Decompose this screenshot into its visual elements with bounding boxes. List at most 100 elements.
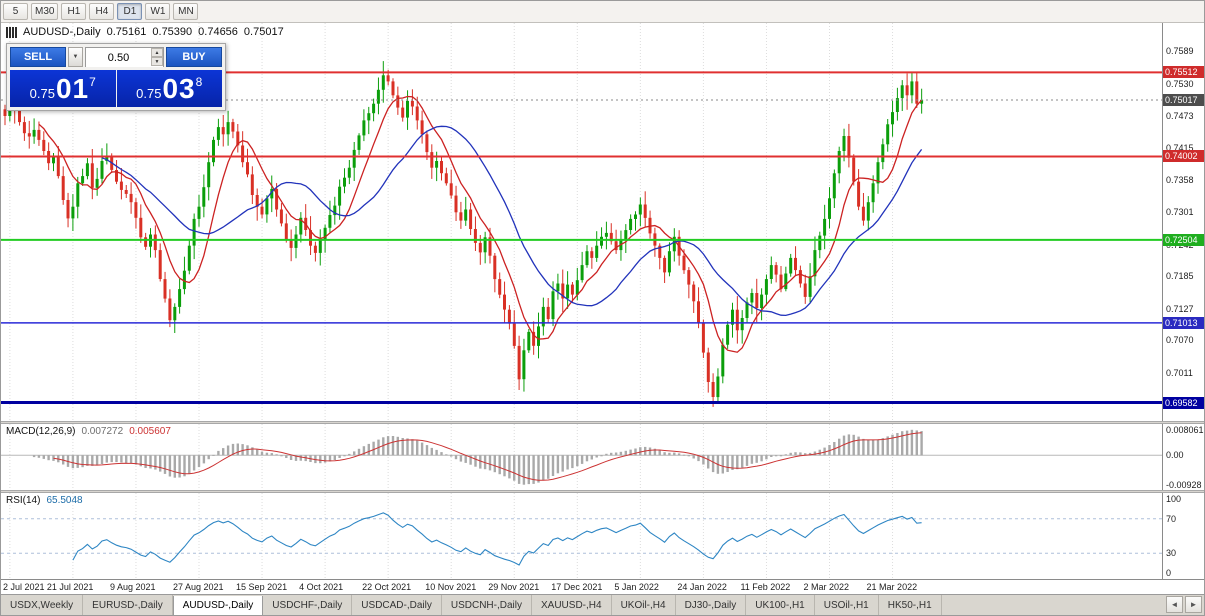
chart-tab-XAUUSD[interactable]: XAUUSD-,H4 — [532, 595, 612, 615]
date-label: 27 Aug 2021 — [173, 582, 224, 592]
timeframe-button-H1[interactable]: H1 — [61, 3, 87, 20]
date-label: 29 Nov 2021 — [488, 582, 540, 592]
chart-tab-EURUSD[interactable]: EURUSD-,Daily — [83, 595, 173, 615]
chart-icon — [6, 26, 17, 38]
timeframe-toolbar: 5 M30 H1 H4 D1 W1 MN — [1, 1, 1204, 23]
timeframe-button-D1[interactable]: D1 — [117, 3, 143, 20]
price-chart-svg[interactable] — [1, 23, 1162, 421]
date-label: 2 Mar 2022 — [803, 582, 850, 592]
buy-button[interactable]: BUY — [166, 47, 222, 67]
macd-axis: 0.008061 0.00 -0.00928 — [1162, 424, 1204, 490]
sell-button[interactable]: SELL — [10, 47, 66, 67]
price-line-badge: 0.74002 — [1163, 150, 1204, 163]
rsi-axis: 100 70 30 0 — [1162, 493, 1204, 579]
price-tick: 0.7011 — [1166, 368, 1193, 379]
sell-price-pipette: 7 — [89, 75, 96, 89]
timeframe-button-H4[interactable]: H4 — [89, 3, 115, 20]
price-tick: 0.7127 — [1166, 303, 1194, 314]
chart-tab-USDCAD[interactable]: USDCAD-,Daily — [352, 595, 442, 615]
ohlc-low: 0.74656 — [198, 26, 238, 38]
price-line-badge: 0.69582 — [1163, 396, 1204, 409]
macd-tick: 0.00 — [1166, 450, 1184, 461]
timeframe-button-5[interactable]: 5 — [3, 3, 28, 20]
chart-tab-HK50[interactable]: HK50-,H1 — [879, 595, 942, 615]
date-label: 9 Aug 2021 — [109, 582, 156, 592]
date-label: 2 Jul 2021 — [3, 582, 45, 592]
rsi-tick: 0 — [1166, 568, 1172, 578]
date-label: 22 Oct 2021 — [362, 582, 412, 592]
buy-price-display[interactable]: 0.75 03 8 — [116, 70, 222, 107]
buy-price-prefix: 0.75 — [136, 85, 162, 101]
chart-tab-USOil[interactable]: USOil-,H1 — [815, 595, 879, 615]
price-tick: 0.7473 — [1166, 110, 1194, 121]
ohlc-open: 0.75161 — [106, 26, 147, 38]
rsi-name: RSI(14) — [6, 495, 41, 506]
buy-price-pipette: 8 — [195, 75, 203, 89]
sell-price-big-digits: 01 — [55, 72, 90, 104]
ohlc-close: 0.75017 — [243, 26, 284, 38]
one-click-trading-panel: SELL ▼ ▲ ▼ BUY 0.75 01 7 — [6, 43, 226, 111]
chart-tab-AUDUSD[interactable]: AUDUSD-,Daily — [172, 596, 264, 615]
date-label: 10 Nov 2021 — [425, 582, 477, 592]
timeframe-button-W1[interactable]: W1 — [145, 3, 171, 20]
rsi-label: RSI(14) 65.5048 — [6, 495, 83, 506]
price-tick: 0.7358 — [1166, 174, 1194, 185]
macd-main-value: 0.007272 — [81, 426, 124, 437]
price-line-badge: 0.75512 — [1163, 66, 1204, 79]
pane-splitter[interactable] — [1, 421, 1204, 424]
price-tick: 0.7185 — [1166, 271, 1194, 282]
buy-price-big-digits: 03 — [162, 72, 196, 104]
volume-increase-button[interactable]: ▲ — [151, 48, 163, 57]
sell-price-display[interactable]: 0.75 01 7 — [10, 70, 116, 107]
macd-tick: 0.008061 — [1166, 425, 1204, 435]
chart-tab-UKOil[interactable]: UKOil-,H4 — [612, 595, 676, 615]
chart-tabs-bar: USDX,Weekly EURUSD-,Daily AUDUSD-,Daily USD… — [1, 594, 1204, 615]
chart-tab-UK100[interactable]: UK100-,H1 — [746, 595, 815, 615]
volume-field-wrap: ▲ ▼ — [85, 47, 164, 67]
sell-price-prefix: 0.75 — [29, 85, 55, 101]
rsi-tick: 70 — [1166, 513, 1177, 524]
macd-chart-svg[interactable] — [1, 424, 1162, 490]
timeframe-button-MN[interactable]: MN — [173, 3, 199, 20]
chart-tab-USDCNH[interactable]: USDCNH-,Daily — [442, 595, 532, 615]
rsi-tick: 100 — [1166, 494, 1182, 504]
price-tick: 0.7530 — [1166, 79, 1194, 90]
chart-tab-USDCHF[interactable]: USDCHF-,Daily — [263, 595, 353, 615]
timeframe-button-M30[interactable]: M30 — [31, 3, 59, 20]
date-label: 21 Jul 2021 — [46, 582, 94, 592]
pane-splitter[interactable] — [1, 490, 1204, 493]
price-line-badge: 0.75017 — [1163, 93, 1204, 106]
order-type-dropdown[interactable]: ▼ — [68, 47, 83, 67]
macd-name: MACD(12,26,9) — [6, 426, 76, 437]
chevron-down-icon: ▼ — [72, 54, 79, 60]
chart-tab-USDX[interactable]: USDX,Weekly — [1, 595, 84, 615]
rsi-indicator-pane[interactable]: 100 70 30 0 RSI(14) 65.5048 — [1, 493, 1204, 579]
time-axis[interactable]: 2 Jul 2021 21 Jul 2021 9 Aug 2021 27 Aug 20… — [1, 579, 1204, 594]
volume-input[interactable] — [86, 49, 163, 67]
macd-label: MACD(12,26,9) 0.007272 0.005607 — [6, 426, 171, 437]
macd-signal-value: 0.005607 — [129, 426, 171, 437]
ohlc-high: 0.75390 — [152, 26, 193, 38]
date-label: 17 Dec 2021 — [551, 582, 603, 592]
chart-tab-DJ30[interactable]: DJ30-,Daily — [676, 595, 747, 615]
price-tick: 0.7070 — [1166, 335, 1194, 346]
price-line-badge: 0.72504 — [1163, 233, 1204, 246]
rsi-chart-svg[interactable] — [1, 493, 1162, 579]
tabs-scroll-left-button[interactable]: ◄ — [1166, 596, 1183, 613]
date-label: 4 Oct 2021 — [299, 582, 344, 592]
price-axis[interactable]: 0.7589 0.7530 0.7473 0.7415 0.7358 0.7301 0.72… — [1162, 23, 1204, 421]
macd-indicator-pane[interactable]: 0.008061 0.00 -0.00928 MACD(12,26,9) 0.007… — [1, 424, 1204, 490]
date-label: 21 Mar 2022 — [866, 582, 918, 592]
price-chart-pane[interactable]: 0.7589 0.7530 0.7473 0.7415 0.7358 0.7301 0.72… — [1, 23, 1204, 421]
volume-decrease-button[interactable]: ▼ — [151, 57, 163, 66]
volume-spinner: ▲ ▼ — [151, 48, 163, 66]
price-line-badge: 0.71013 — [1163, 316, 1204, 329]
date-label: 15 Sep 2021 — [236, 582, 288, 592]
date-label: 11 Feb 2022 — [740, 582, 791, 592]
rsi-tick: 30 — [1166, 548, 1177, 559]
tabs-scroll-controls: ◄ ► — [1166, 596, 1202, 613]
chart-ohlc-header: AUDUSD-,Daily 0.75161 0.75390 0.74656 0.… — [6, 26, 284, 38]
tabs-scroll-right-button[interactable]: ► — [1185, 596, 1202, 613]
date-label: 24 Jan 2022 — [677, 582, 727, 592]
